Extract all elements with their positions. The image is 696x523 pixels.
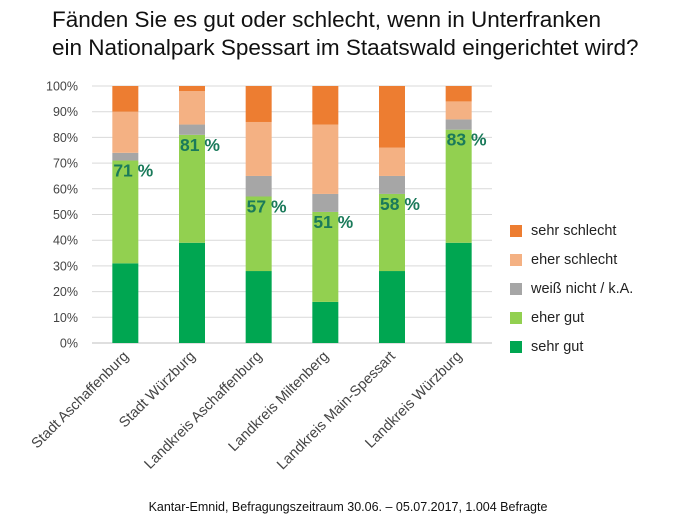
- percentage-annotation: 57 %: [247, 197, 287, 217]
- legend-item-weiss-nicht: weiß nicht / k.A.: [510, 274, 633, 303]
- percentage-annotation: 51 %: [313, 212, 353, 232]
- chart-title-line-2: ein Nationalpark Spessart im Staatswald …: [52, 35, 639, 60]
- y-tick-label: 50%: [53, 208, 78, 222]
- bar-segment-sehr-schlecht: [179, 86, 205, 92]
- x-category-label: Stadt Aschaffenburg: [29, 349, 132, 452]
- y-tick-label: 60%: [53, 182, 78, 196]
- legend-swatch-eher-gut: [510, 311, 522, 324]
- bar-segment-sehr-gut: [379, 271, 405, 343]
- bar-segment-eher-schlecht: [112, 111, 139, 153]
- bar-segment-weiss-nicht: [245, 175, 272, 197]
- legend-label-eher-schlecht: eher schlecht: [531, 251, 618, 268]
- y-tick-label: 10%: [53, 311, 78, 325]
- legend-swatch-sehr-schlecht: [510, 224, 522, 237]
- bar-segment-sehr-schlecht: [112, 86, 139, 112]
- y-tick-label: 100%: [46, 80, 78, 94]
- legend-label-sehr-schlecht: sehr schlecht: [531, 222, 617, 239]
- bar-segment-eher-gut: [379, 193, 405, 272]
- bar-segment-eher-gut: [112, 160, 139, 264]
- bar-segment-weiss-nicht: [112, 152, 139, 161]
- chart-title: Fänden Sie es gut oder schlecht, wenn in…: [52, 6, 692, 62]
- bar-segment-eher-gut: [445, 129, 472, 243]
- bar-segment-sehr-schlecht: [312, 86, 339, 125]
- percentage-annotation: 83 %: [447, 130, 487, 150]
- legend-label-weiss-nicht: weiß nicht / k.A.: [531, 280, 634, 297]
- bar-segment-sehr-schlecht: [445, 86, 472, 102]
- legend-item-eher-schlecht: eher schlecht: [510, 245, 633, 274]
- percentage-annotation: 58 %: [380, 194, 420, 214]
- legend-item-sehr-schlecht: sehr schlecht: [510, 216, 633, 245]
- percentage-annotation: 81 %: [180, 135, 220, 155]
- bar-segment-eher-schlecht: [179, 91, 205, 125]
- y-tick-label: 80%: [53, 131, 78, 145]
- x-category-label: Landkreis Aschaffenburg: [141, 349, 265, 473]
- bar-segment-sehr-gut: [179, 242, 205, 343]
- y-tick-label: 30%: [53, 259, 78, 273]
- bar-segment-weiss-nicht: [379, 175, 405, 194]
- source-footer: Kantar-Emnid, Befragungszeitraum 30.06. …: [148, 500, 548, 514]
- y-tick-label: 40%: [53, 234, 78, 248]
- bar-segment-sehr-gut: [312, 301, 339, 343]
- bar-segment-weiss-nicht: [445, 119, 472, 130]
- x-category-label: Landkreis Main-Spessart: [274, 349, 399, 474]
- bar-segment-sehr-gut: [112, 263, 139, 343]
- legend-item-sehr-gut: sehr gut: [510, 332, 633, 361]
- bar-segment-eher-schlecht: [379, 147, 405, 176]
- bar-segment-eher-schlecht: [312, 124, 339, 194]
- bar-segment-sehr-schlecht: [245, 86, 272, 122]
- bar-segment-sehr-gut: [245, 271, 272, 343]
- legend-label-eher-gut: eher gut: [531, 309, 585, 326]
- bar-segment-weiss-nicht: [179, 124, 205, 135]
- legend-item-eher-gut: eher gut: [510, 303, 633, 332]
- bar-segment-eher-schlecht: [445, 101, 472, 120]
- percentage-annotation: 71 %: [113, 161, 153, 181]
- bar-segment-sehr-gut: [445, 242, 472, 343]
- y-tick-label: 90%: [53, 105, 78, 119]
- legend-label-sehr-gut: sehr gut: [531, 338, 584, 355]
- legend: sehr schlecht eher schlecht weiß nicht /…: [510, 216, 633, 361]
- bar-segment-eher-gut: [179, 134, 205, 243]
- legend-swatch-sehr-gut: [510, 340, 522, 353]
- y-tick-label: 20%: [53, 285, 78, 299]
- legend-swatch-eher-schlecht: [510, 253, 522, 266]
- bar-segment-sehr-schlecht: [379, 86, 405, 148]
- y-tick-label: 70%: [53, 157, 78, 171]
- bar-segment-eher-gut: [312, 211, 339, 302]
- y-tick-label: 0%: [60, 337, 78, 351]
- bar-segment-weiss-nicht: [312, 193, 339, 212]
- chart-title-line-1: Fänden Sie es gut oder schlecht, wenn in…: [52, 7, 602, 32]
- legend-swatch-weiss-nicht: [510, 282, 522, 295]
- bar-segment-eher-gut: [245, 196, 272, 272]
- bar-segment-eher-schlecht: [245, 121, 272, 176]
